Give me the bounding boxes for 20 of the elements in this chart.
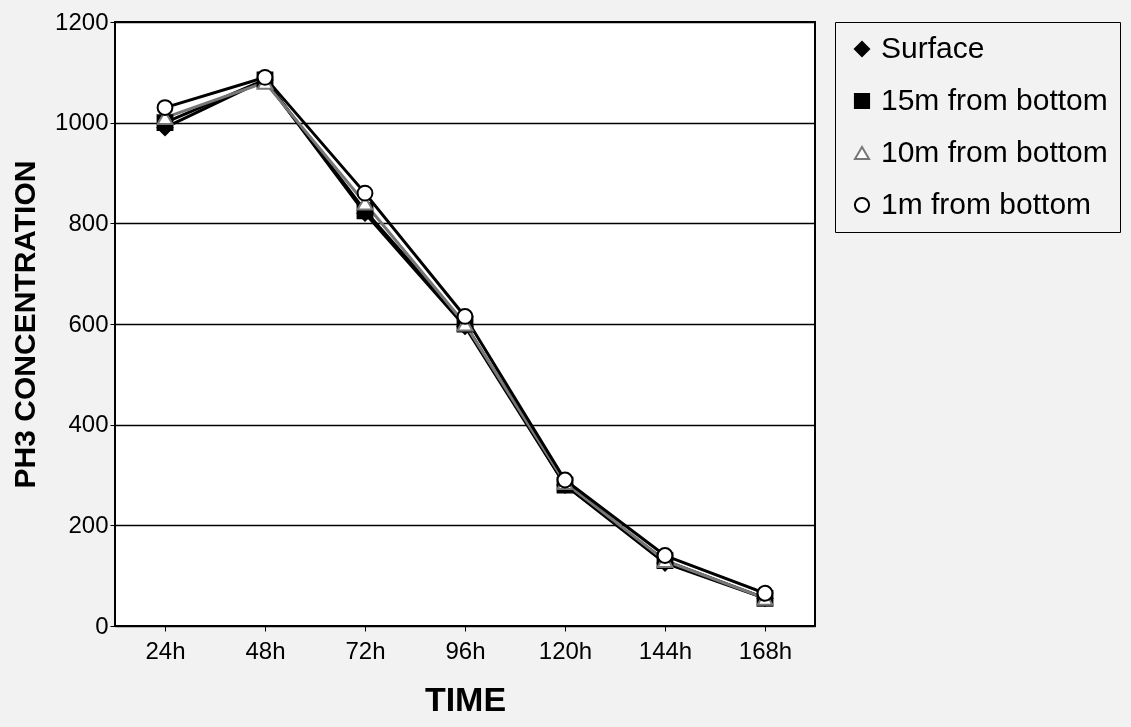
y-tick-label: 0: [95, 611, 109, 639]
x-tick-label: 96h: [445, 636, 486, 664]
y-tick-label: 1000: [55, 108, 109, 136]
x-tick-label: 48h: [245, 636, 286, 664]
x-tick-label: 24h: [145, 636, 186, 664]
y-axis-title: PH3 CONCENTRATION: [8, 160, 42, 489]
y-tick-label: 200: [68, 510, 109, 538]
x-tick-label: 144h: [638, 636, 693, 664]
y-tick-label: 600: [68, 309, 109, 337]
y-tick-label: 1200: [55, 7, 109, 35]
legend-label: Surface: [881, 31, 985, 64]
x-tick-label: 120h: [538, 636, 593, 664]
x-tick-label: 72h: [345, 636, 386, 664]
legend-label: 15m from bottom: [881, 83, 1108, 116]
legend-label: 1m from bottom: [881, 187, 1092, 220]
legend-label: 10m from bottom: [881, 135, 1108, 168]
y-tick-label: 800: [68, 208, 109, 236]
x-tick-label: 168h: [738, 636, 793, 664]
y-tick-label: 400: [68, 410, 109, 438]
x-axis-title: TIME: [424, 679, 507, 718]
